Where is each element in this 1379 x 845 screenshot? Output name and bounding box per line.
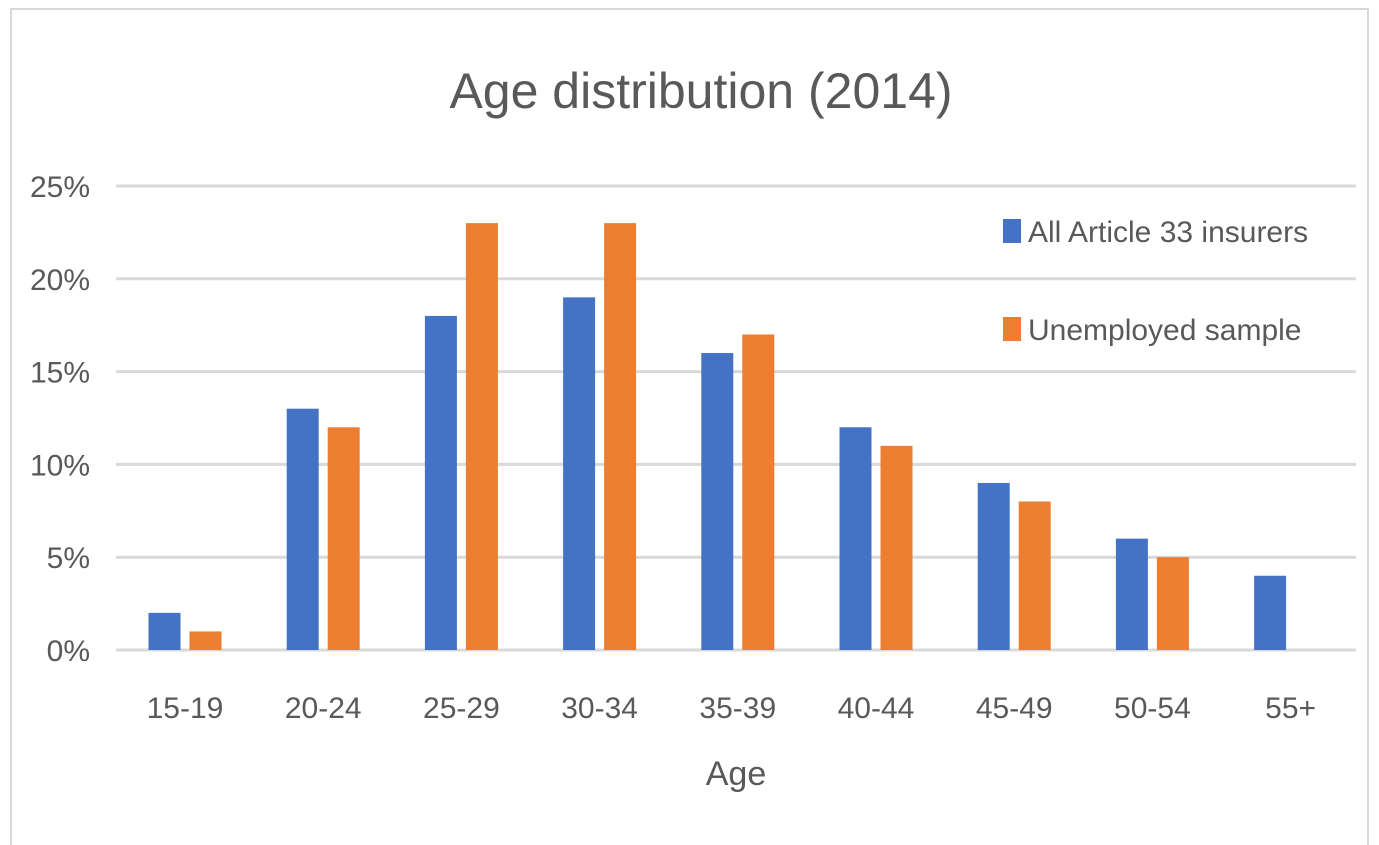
x-tick-label: 30-34 <box>561 692 638 725</box>
y-tick-label: 0% <box>47 635 90 668</box>
bar-unemployed-sample-40-44 <box>880 445 913 650</box>
y-tick-label: 5% <box>47 542 90 575</box>
bar-unemployed-sample-25-29 <box>465 223 498 650</box>
bar-all-article-33-insurers-40-44 <box>839 427 872 650</box>
bar-all-article-33-insurers-30-34 <box>563 297 596 650</box>
x-tick-label: 40-44 <box>838 692 915 725</box>
legend-swatch <box>1003 219 1021 243</box>
y-tick-label: 25% <box>30 171 90 204</box>
y-tick-label: 10% <box>30 449 90 482</box>
legend-label: All Article 33 insurers <box>1028 216 1308 249</box>
bar-unemployed-sample-50-54 <box>1156 557 1189 650</box>
legend-label: Unemployed sample <box>1028 314 1301 347</box>
bar-unemployed-sample-30-34 <box>604 223 637 650</box>
x-tick-label: 15-19 <box>147 692 224 725</box>
bar-unemployed-sample-15-19 <box>189 631 222 650</box>
bar-all-article-33-insurers-20-24 <box>286 408 319 650</box>
bar-unemployed-sample-35-39 <box>742 334 775 650</box>
bar-unemployed-sample-20-24 <box>327 427 360 650</box>
legend: All Article 33 insurers Unemployed sample <box>1003 216 1308 347</box>
chart-title: Age distribution (2014) <box>449 63 952 119</box>
bar-all-article-33-insurers-35-39 <box>701 353 734 650</box>
x-axis-ticks: 15-19 20-24 25-29 30-34 35-39 40-44 45-49 50-54… <box>147 692 1316 725</box>
bar-all-article-33-insurers-55+ <box>1254 575 1287 650</box>
x-tick-label: 35-39 <box>699 692 776 725</box>
bar-all-article-33-insurers-50-54 <box>1115 538 1148 650</box>
bar-all-article-33-insurers-25-29 <box>424 315 457 650</box>
x-axis-label: Age <box>706 755 767 793</box>
bar-all-article-33-insurers-15-19 <box>148 612 181 650</box>
y-tick-label: 15% <box>30 357 90 390</box>
legend-swatch <box>1003 317 1021 341</box>
x-tick-label: 25-29 <box>423 692 500 725</box>
bar-unemployed-sample-45-49 <box>1018 501 1051 650</box>
gridlines <box>116 184 1356 652</box>
x-tick-label: 45-49 <box>976 692 1053 725</box>
chart-frame <box>10 8 1369 845</box>
bars <box>148 223 1287 650</box>
x-tick-label: 55+ <box>1265 692 1316 725</box>
bar-all-article-33-insurers-45-49 <box>977 482 1010 650</box>
x-tick-label: 20-24 <box>285 692 362 725</box>
x-tick-label: 50-54 <box>1114 692 1191 725</box>
y-axis-ticks: 0% 5% 10% 15% 20% 25% <box>30 171 90 668</box>
y-tick-label: 20% <box>30 264 90 297</box>
